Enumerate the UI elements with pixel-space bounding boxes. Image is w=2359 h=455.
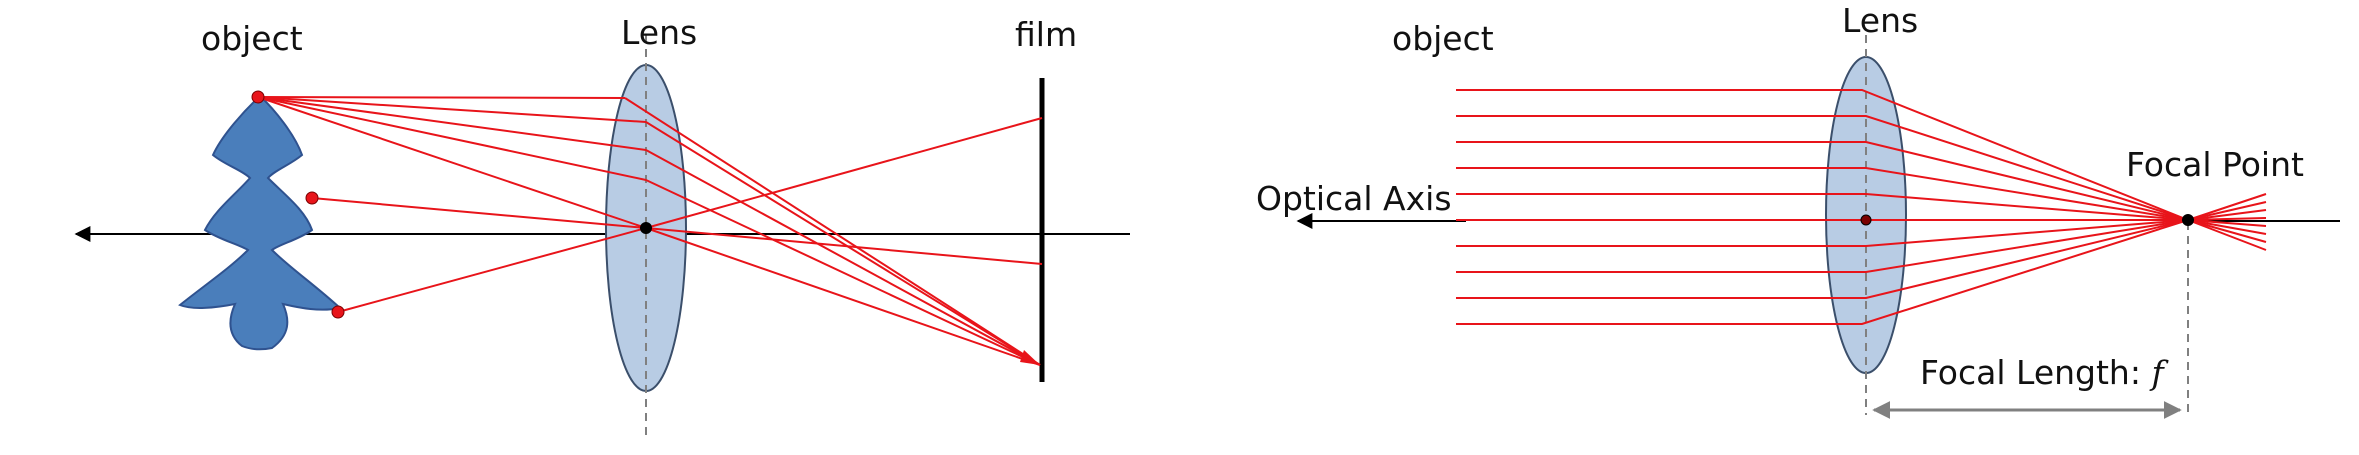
ray xyxy=(645,149,1041,366)
ray xyxy=(1456,193,2189,221)
ray xyxy=(257,96,647,229)
left-diagram xyxy=(74,35,1130,440)
left-lens-label: Lens xyxy=(621,13,698,52)
ray xyxy=(257,96,647,123)
ray xyxy=(311,197,647,229)
ray xyxy=(1456,219,2189,325)
ray xyxy=(1456,219,2189,273)
ray xyxy=(645,121,1041,366)
right-lens-label: Lens xyxy=(1842,1,1919,40)
image-arrowhead xyxy=(1020,350,1040,365)
ray xyxy=(2187,219,2267,251)
film-label: film xyxy=(1015,15,1078,54)
left-lens-center xyxy=(640,222,652,234)
left-object-label: object xyxy=(201,19,303,58)
ray xyxy=(645,227,1043,265)
ray xyxy=(1456,167,2189,221)
focal-point-dot xyxy=(2182,214,2194,226)
right-object-label: object xyxy=(1392,19,1494,58)
object-point-bottom xyxy=(331,305,345,319)
focal-length-label: Focal Length: f xyxy=(1920,356,2164,389)
ray xyxy=(257,96,647,151)
ray xyxy=(257,96,647,181)
right-lens-center xyxy=(1860,214,1872,226)
ray xyxy=(2187,209,2267,221)
ray xyxy=(1456,115,2189,221)
focal-point-label: Focal Point xyxy=(2126,145,2304,184)
focal-length-text: Focal Length: xyxy=(1920,353,2141,392)
left-rays xyxy=(257,96,1043,366)
tree-object xyxy=(178,94,343,351)
object-point-middle xyxy=(305,191,319,205)
ray xyxy=(257,96,626,99)
ray xyxy=(337,227,647,313)
ray xyxy=(2187,219,2267,243)
ray xyxy=(1456,141,2189,221)
ray xyxy=(2187,193,2267,221)
ray xyxy=(2187,219,2267,227)
ray xyxy=(2187,219,2267,235)
ray xyxy=(1456,219,2189,247)
ray xyxy=(2187,201,2267,221)
focal-length-symbol: f xyxy=(2151,353,2164,392)
ray xyxy=(645,179,1041,366)
ray xyxy=(645,117,1043,229)
right-diagram xyxy=(1296,35,2340,419)
ray xyxy=(645,227,1041,366)
optical-axis-label: Optical Axis xyxy=(1256,179,1452,218)
ray xyxy=(1456,89,2189,221)
object-point-top xyxy=(251,90,265,104)
ray xyxy=(2187,217,2267,221)
ray xyxy=(1456,219,2189,299)
ray xyxy=(624,97,1041,366)
